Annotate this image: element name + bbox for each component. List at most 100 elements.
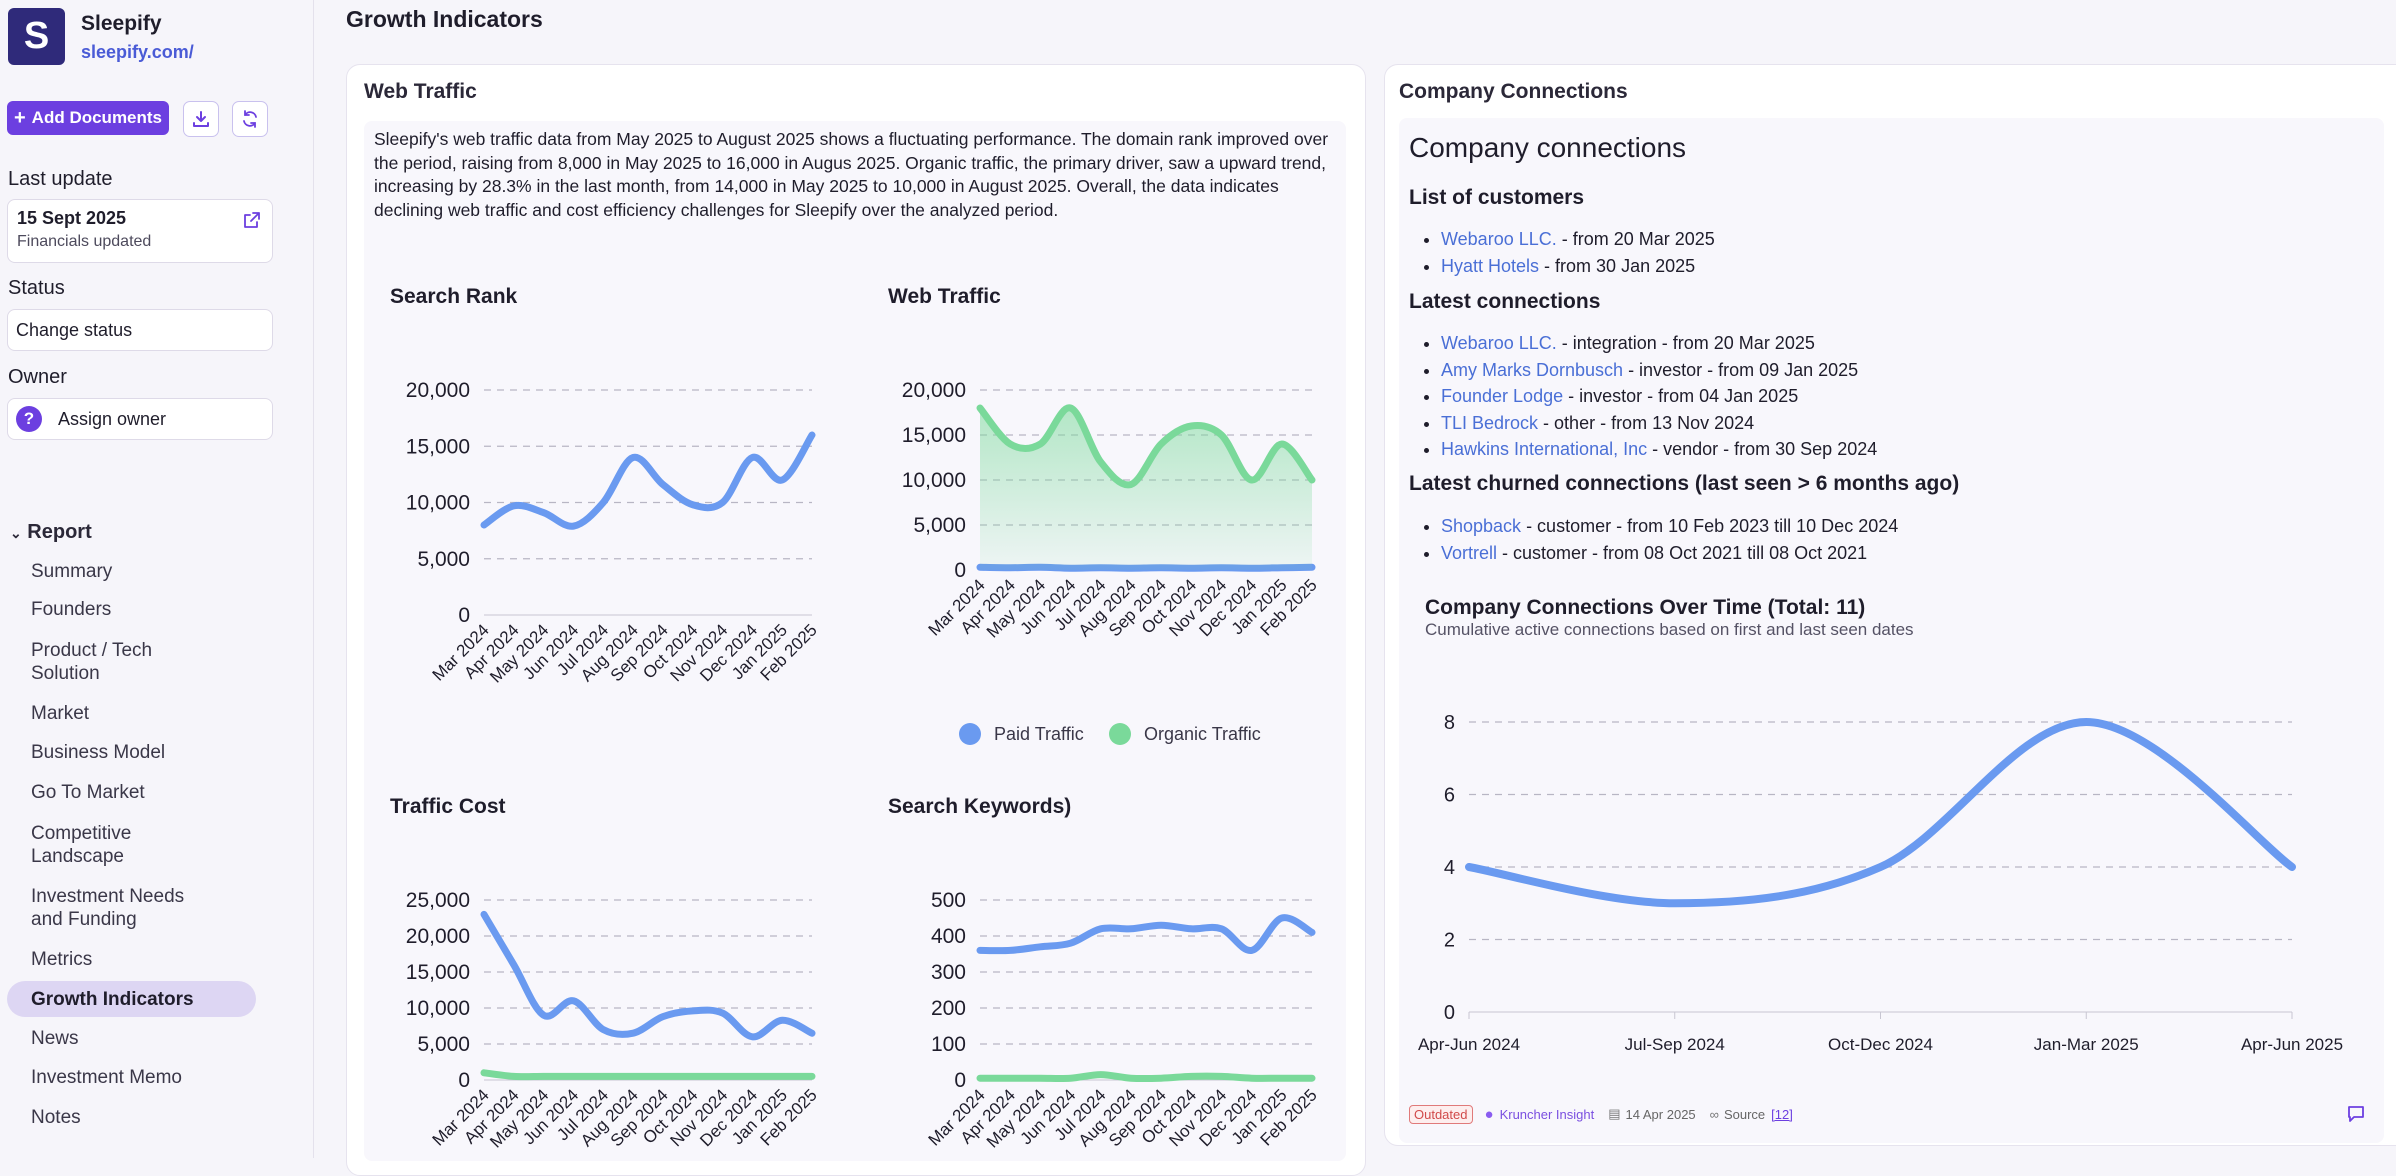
nav-item-metrics[interactable]: Metrics: [31, 949, 93, 970]
comment-icon[interactable]: [2346, 1104, 2366, 1124]
company-connections-card-title: Company Connections: [1399, 80, 1628, 103]
traffic-cost-title: Traffic Cost: [390, 795, 506, 818]
nav-item-notes[interactable]: Notes: [31, 1107, 81, 1128]
add-documents-button[interactable]: + Add Documents: [7, 101, 169, 135]
y-tick-label: 0: [1444, 1002, 1455, 1024]
series-line-organic-traffic: [976, 404, 1316, 489]
y-tick-label: 20,000: [902, 379, 966, 402]
search-keywords-title: Search Keywords): [888, 795, 1072, 818]
nav-item-market[interactable]: Market: [31, 703, 90, 724]
connection-detail: - other - from 13 Nov 2024: [1538, 412, 1755, 433]
company-logo: S: [8, 8, 65, 65]
web-traffic-summary: Sleepify's web traffic data from May 202…: [374, 129, 1329, 220]
legend-label: Organic Traffic: [1144, 724, 1261, 744]
last-update-date: 15 Sept 2025: [17, 208, 127, 228]
owner-value: Assign owner: [58, 409, 167, 429]
x-tick-label: Apr-Jun 2025: [2241, 1035, 2343, 1054]
y-tick-label: 200: [931, 997, 966, 1020]
connection-link[interactable]: Webaroo LLC.: [1441, 333, 1557, 353]
connections-panel: [1399, 118, 2384, 1143]
nav-item-investment-needs[interactable]: Investment Needs and Funding: [31, 886, 185, 930]
y-tick-label: 300: [931, 961, 966, 984]
y-tick-label: 25,000: [406, 889, 470, 912]
nav-item-summary[interactable]: Summary: [31, 561, 113, 582]
refresh-button[interactable]: [232, 101, 268, 137]
status-label: Status: [8, 277, 65, 299]
connection-link[interactable]: TLI Bedrock: [1441, 412, 1539, 433]
refresh-icon: [243, 110, 257, 128]
x-tick-label: Oct-Dec 2024: [1828, 1035, 1933, 1054]
y-tick-label: 0: [954, 559, 966, 582]
y-tick-label: 15,000: [902, 424, 966, 447]
connections-over-time-chart: 0 2 4 6 8 Apr-Jun 2024 Jul-Sep 2024 Oct-Dec 202…: [1418, 712, 2343, 1054]
status-select[interactable]: Change status: [7, 309, 273, 351]
web-traffic-title: Web Traffic: [364, 80, 477, 103]
y-tick-label: 0: [458, 1069, 470, 1092]
outdated-badge: Outdated: [1409, 1104, 1473, 1124]
list-item: TLI Bedrock - other - from 13 Nov 2024: [1441, 410, 1877, 437]
insight-label: Kruncher Insight: [1499, 1106, 1595, 1122]
source-ref-link[interactable]: [12]: [1771, 1106, 1793, 1122]
list-item: Webaroo LLC. - integration - from 20 Mar…: [1441, 330, 1877, 357]
y-tick-label: 400: [931, 925, 966, 948]
series-line-paid: [976, 914, 1316, 955]
active-nav-highlight: [7, 981, 256, 1017]
x-tick-label: Jul-Sep 2024: [1625, 1035, 1725, 1054]
churned-heading: Latest churned connections (last seen > …: [1409, 472, 1960, 495]
download-icon: [193, 111, 209, 127]
connection-link[interactable]: Hawkins International, Inc: [1441, 439, 1648, 459]
y-tick-label: 20,000: [406, 925, 470, 948]
nav-item-founders[interactable]: Founders: [31, 599, 112, 620]
link-icon: ∞: [1709, 1106, 1719, 1122]
y-tick-label: 15,000: [406, 435, 470, 458]
customer-link[interactable]: Webaroo LLC.: [1441, 229, 1557, 249]
y-tick-label: 20,000: [406, 379, 470, 402]
series-line-organic: [480, 1069, 816, 1081]
nav-item-product-tech[interactable]: Product / Tech Solution: [31, 640, 153, 684]
churned-link[interactable]: Shopback: [1441, 516, 1522, 536]
list-item: Webaroo LLC. - from 20 Mar 2025: [1441, 226, 1715, 253]
list-item: Amy Marks Dornbusch - investor - from 09…: [1441, 357, 1877, 384]
web-traffic-chart-title: Web Traffic: [888, 285, 1001, 308]
nav-item-investment-memo[interactable]: Investment Memo: [31, 1067, 182, 1088]
nav-item-growth-indicators[interactable]: Growth Indicators: [31, 989, 194, 1010]
churned-detail: - customer - from 08 Oct 2021 till 08 Oc…: [1497, 542, 1868, 563]
report-section-toggle[interactable]: ⌄ Report: [10, 521, 92, 544]
bulb-icon: ●: [1484, 1105, 1494, 1123]
series-line-value: [480, 431, 816, 530]
owner-label: Owner: [8, 366, 67, 388]
customer-detail: - from 30 Jan 2025: [1539, 255, 1696, 276]
y-tick-label: 5,000: [913, 514, 966, 537]
x-tick-label: Jan-Mar 2025: [2034, 1035, 2139, 1054]
search-rank-title: Search Rank: [390, 285, 518, 308]
connections-heading: Company connections: [1409, 132, 1687, 163]
insight-footer: Outdated ● Kruncher Insight ▤ 14 Apr 202…: [1409, 1104, 1793, 1124]
company-url-link[interactable]: sleepify.com/: [81, 42, 194, 62]
page-title: Growth Indicators: [346, 6, 543, 32]
latest-connections-list: Webaroo LLC. - integration - from 20 Mar…: [1410, 330, 1877, 463]
nav-item-news[interactable]: News: [31, 1028, 79, 1049]
nav-item-go-to-market[interactable]: Go To Market: [31, 782, 145, 803]
last-update-card[interactable]: 15 Sept 2025 Financials updated: [7, 199, 273, 263]
list-item: Hawkins International, Inc - vendor - fr…: [1441, 436, 1877, 463]
owner-select[interactable]: ? Assign owner: [7, 398, 273, 440]
customer-link[interactable]: Hyatt Hotels: [1441, 255, 1540, 276]
latest-connections-heading: Latest connections: [1409, 290, 1601, 313]
connection-link[interactable]: Founder Lodge: [1441, 386, 1564, 406]
churned-link[interactable]: Vortrell: [1441, 542, 1498, 563]
download-button[interactable]: [183, 101, 219, 137]
external-link-icon[interactable]: [242, 210, 262, 230]
company-name: Sleepify: [81, 12, 162, 35]
nav-item-business-model[interactable]: Business Model: [31, 742, 166, 763]
list-item: Shopback - customer - from 10 Feb 2023 t…: [1441, 513, 1898, 540]
list-item: Founder Lodge - investor - from 04 Jan 2…: [1441, 383, 1877, 410]
series-line-value: [1465, 718, 2296, 908]
y-tick-label: 10,000: [902, 469, 966, 492]
nav-item-competitive-landscape[interactable]: Competitive Landscape: [31, 823, 132, 867]
customers-list: Webaroo LLC. - from 20 Mar 2025 Hyatt Ho…: [1410, 226, 1715, 279]
customers-heading: List of customers: [1409, 186, 1585, 209]
connection-link[interactable]: Amy Marks Dornbusch: [1441, 359, 1624, 380]
